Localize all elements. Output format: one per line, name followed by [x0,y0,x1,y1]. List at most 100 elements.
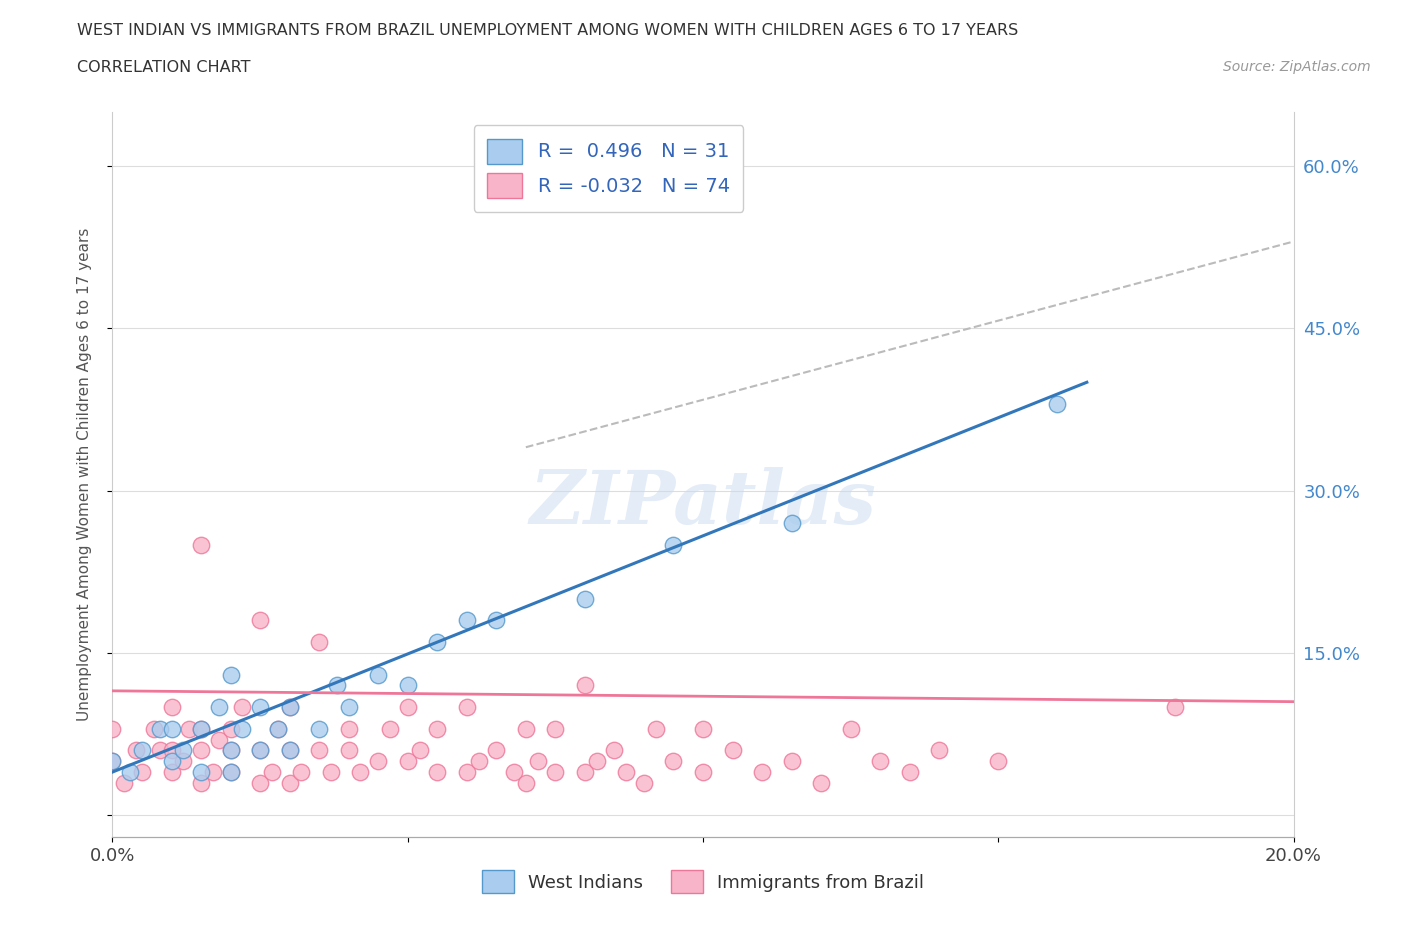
Point [515,722,537,737]
Point [869,754,891,769]
Legend: West Indians, Immigrants from Brazil: West Indians, Immigrants from Brazil [474,863,932,900]
Point [101,754,124,769]
Point [160,743,183,758]
Point [426,634,449,649]
Point [987,754,1010,769]
Point [278,699,301,714]
Point [367,667,389,682]
Point [456,613,478,628]
Point [544,722,567,737]
Point [319,764,342,779]
Point [231,699,253,714]
Point [408,743,430,758]
Point [308,743,330,758]
Point [112,776,135,790]
Point [190,743,212,758]
Point [190,776,212,790]
Point [633,776,655,790]
Point [142,722,165,737]
Point [267,722,290,737]
Point [219,667,242,682]
Point [125,743,148,758]
Point [201,764,224,779]
Point [131,764,153,779]
Point [172,743,194,758]
Point [208,732,231,747]
Point [278,699,301,714]
Point [780,515,803,530]
Point [160,754,183,769]
Point [308,634,330,649]
Point [574,678,596,693]
Point [692,722,714,737]
Point [367,754,389,769]
Point [249,613,271,628]
Point [249,743,271,758]
Point [396,754,419,769]
Point [603,743,626,758]
Point [219,743,242,758]
Point [267,722,290,737]
Point [219,722,242,737]
Point [1164,699,1187,714]
Point [662,538,685,552]
Point [780,754,803,769]
Text: Source: ZipAtlas.com: Source: ZipAtlas.com [1223,60,1371,74]
Point [190,722,212,737]
Point [101,754,124,769]
Point [810,776,832,790]
Point [898,764,921,779]
Point [278,776,301,790]
Point [249,699,271,714]
Point [396,699,419,714]
Point [574,764,596,779]
Point [208,699,231,714]
Point [337,743,360,758]
Point [290,764,312,779]
Point [337,699,360,714]
Point [278,743,301,758]
Point [839,722,862,737]
Point [585,754,607,769]
Point [349,764,371,779]
Point [515,776,537,790]
Point [614,764,637,779]
Point [662,754,685,769]
Point [120,764,142,779]
Point [326,678,349,693]
Point [160,722,183,737]
Point [544,764,567,779]
Point [692,764,714,779]
Point [101,722,124,737]
Point [131,743,153,758]
Point [190,722,212,737]
Point [160,699,183,714]
Point [249,776,271,790]
Point [219,743,242,758]
Point [1046,396,1069,411]
Point [160,764,183,779]
Point [190,538,212,552]
Point [172,754,194,769]
Point [337,722,360,737]
Point [149,722,172,737]
Point [231,722,253,737]
Point [278,743,301,758]
Point [219,764,242,779]
Point [467,754,489,769]
Point [928,743,950,758]
Point [260,764,283,779]
Text: WEST INDIAN VS IMMIGRANTS FROM BRAZIL UNEMPLOYMENT AMONG WOMEN WITH CHILDREN AGE: WEST INDIAN VS IMMIGRANTS FROM BRAZIL UN… [77,23,1018,38]
Point [503,764,526,779]
Point [485,743,508,758]
Text: CORRELATION CHART: CORRELATION CHART [77,60,250,75]
Point [485,613,508,628]
Point [574,591,596,606]
Point [456,764,478,779]
Point [456,699,478,714]
Point [644,722,666,737]
Point [426,722,449,737]
Point [526,754,548,769]
Point [396,678,419,693]
Point [179,722,201,737]
